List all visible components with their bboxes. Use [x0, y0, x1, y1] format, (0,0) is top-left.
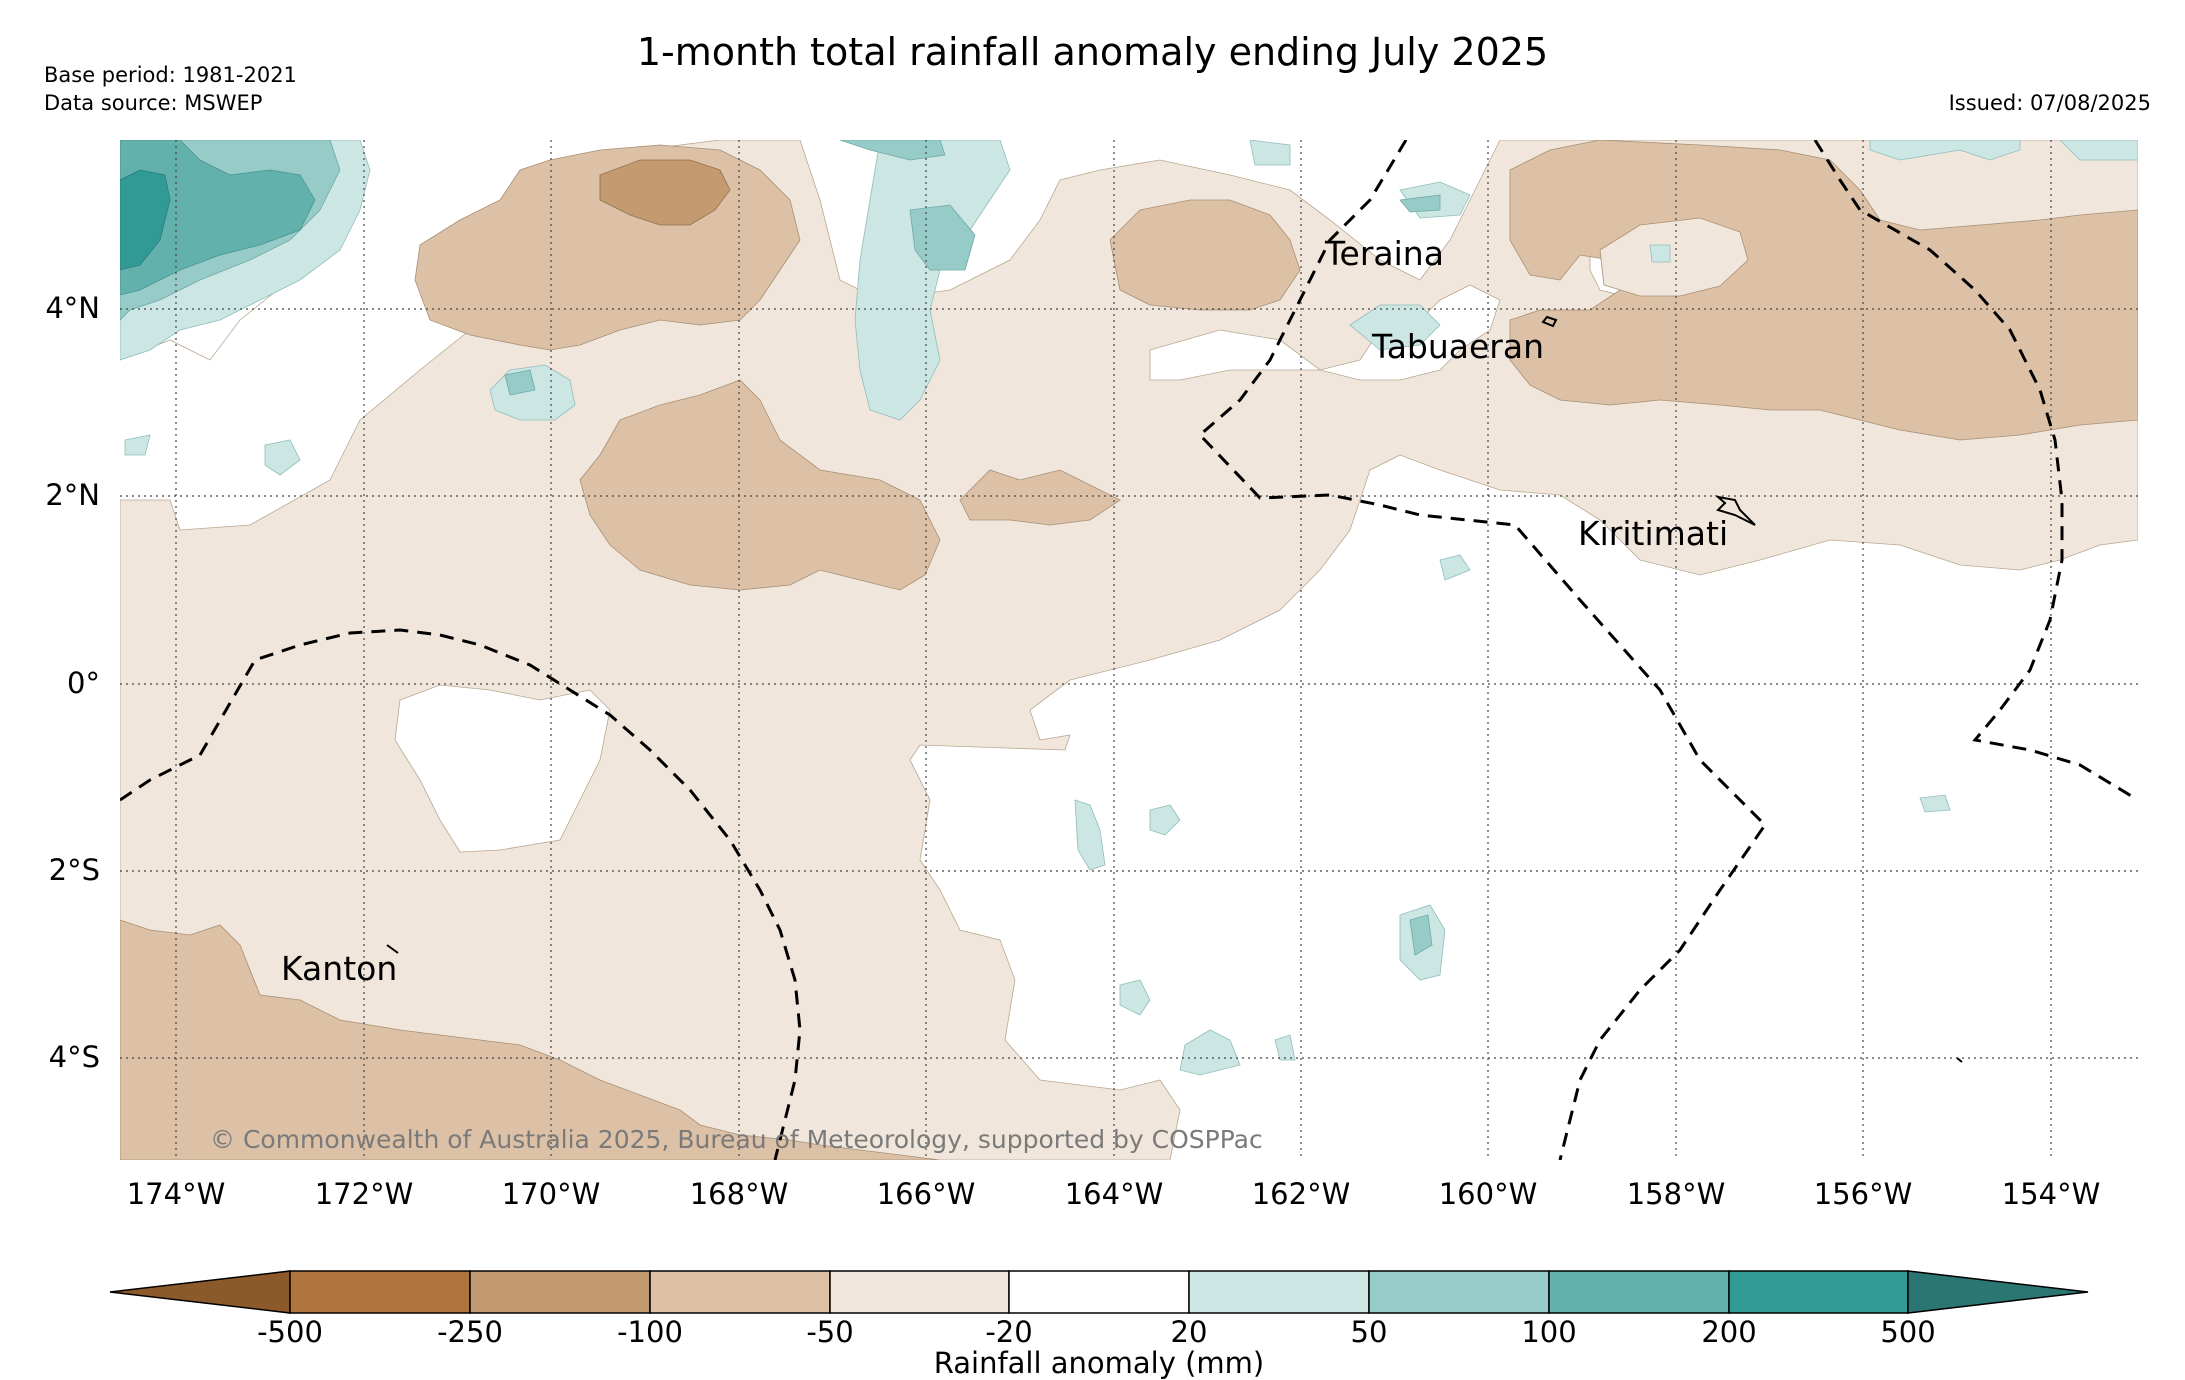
colorbar-tick: 20: [1171, 1315, 1208, 1349]
lon-tick: 174°W: [127, 1177, 226, 1211]
place-label-tabuaeran: Tabuaeran: [1371, 327, 1544, 366]
lat-tick: 2°S: [49, 853, 100, 887]
lat-tick: 0°: [67, 666, 100, 700]
graticule: [120, 140, 2138, 1160]
colorbar-label: Rainfall anomaly (mm): [934, 1346, 1265, 1380]
colorbar: -500 -250 -100 -50 -20 20 50 100 200 500…: [109, 1270, 2089, 1380]
lon-tick: 172°W: [315, 1177, 414, 1211]
eez-boundaries: [120, 140, 2138, 1160]
place-label-kanton: Kanton: [281, 949, 397, 988]
colorbar-segment: [1548, 1270, 1730, 1314]
colorbar-tick: -50: [806, 1315, 853, 1349]
colorbar-segment: [1008, 1270, 1190, 1314]
colorbar-tick: -250: [437, 1315, 503, 1349]
colorbar-tick: -20: [985, 1315, 1032, 1349]
colorbar-tick: 100: [1521, 1315, 1576, 1349]
colorbar-tick: 200: [1701, 1315, 1756, 1349]
lon-tick: 158°W: [1627, 1177, 1726, 1211]
lat-tick: 2°N: [45, 478, 100, 512]
island-outlines: [386, 315, 1963, 1063]
data-source: Data source: MSWEP: [44, 91, 263, 115]
anomaly-dark-brown: [599, 159, 731, 226]
colorbar-segment: [829, 1270, 1010, 1314]
copyright-notice: © Commonwealth of Australia 2025, Bureau…: [210, 1125, 1263, 1154]
lat-tick: 4°S: [49, 1040, 100, 1074]
colorbar-segment: [289, 1270, 471, 1314]
colorbar-tick: 500: [1880, 1315, 1935, 1349]
colorbar-segment: [1188, 1270, 1370, 1314]
place-label-kiritimati: Kiritimati: [1578, 514, 1728, 553]
anomaly-white-hole: [394, 684, 611, 853]
place-label-teraina: Teraina: [1324, 234, 1444, 273]
lon-tick: 170°W: [502, 1177, 601, 1211]
colorbar-tick: 50: [1351, 1315, 1388, 1349]
map-area: Teraina Tabuaeran Kiritimati Kanton © Co…: [120, 140, 2138, 1160]
longitude-labels: 174°W 172°W 170°W 168°W 166°W 164°W 162°…: [127, 1177, 2101, 1211]
lon-tick: 168°W: [690, 1177, 789, 1211]
lon-tick: 156°W: [1814, 1177, 1913, 1211]
base-period: Base period: 1981-2021: [44, 63, 297, 87]
issued-date: Issued: 07/08/2025: [1948, 91, 2151, 115]
colorbar-high-extension: [1907, 1270, 2089, 1314]
colorbar-tick: -100: [617, 1315, 683, 1349]
colorbar-tick: -500: [257, 1315, 323, 1349]
lon-tick: 166°W: [877, 1177, 976, 1211]
lon-tick: 164°W: [1065, 1177, 1164, 1211]
lon-tick: 160°W: [1439, 1177, 1538, 1211]
colorbar-segment: [1728, 1270, 1909, 1314]
lat-tick: 4°N: [45, 291, 100, 325]
map-title: 1-month total rainfall anomaly ending Ju…: [636, 30, 1549, 74]
colorbar-segment: [1368, 1270, 1550, 1314]
colorbar-segment: [469, 1270, 651, 1314]
anomaly-dark-teal: [120, 169, 171, 271]
colorbar-segment: [649, 1270, 831, 1314]
colorbar-low-extension: [109, 1270, 291, 1314]
anomaly-teal: [120, 140, 316, 296]
lon-tick: 154°W: [2002, 1177, 2101, 1211]
lon-tick: 162°W: [1252, 1177, 1351, 1211]
latitude-labels: 4°N 2°N 0° 2°S 4°S: [45, 291, 100, 1074]
